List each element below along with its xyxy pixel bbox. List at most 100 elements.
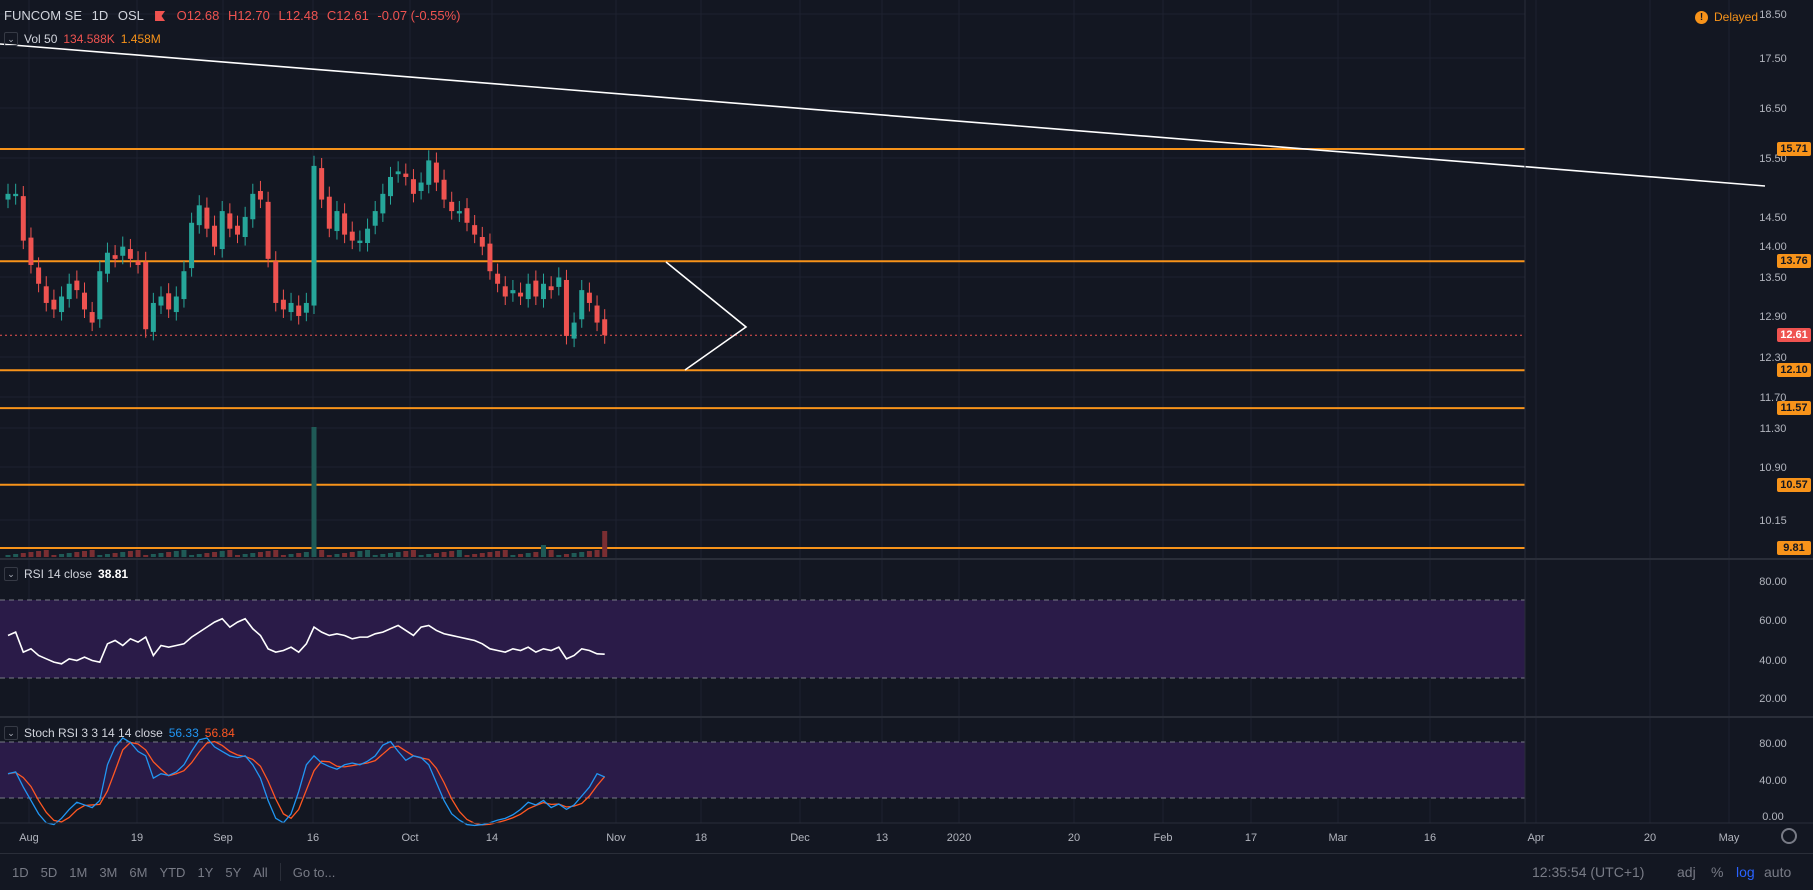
time-tick-label: May xyxy=(1719,832,1740,844)
candle-body xyxy=(280,299,286,310)
adj-toggle[interactable]: adj xyxy=(1677,864,1696,880)
level-label: 10.57 xyxy=(1777,478,1811,492)
volume-value-2: 1.458M xyxy=(120,32,161,46)
volume-bar xyxy=(395,552,401,557)
rsi-tick-label: 40.00 xyxy=(1759,655,1787,667)
range-1m[interactable]: 1M xyxy=(69,864,88,880)
volume-bar xyxy=(189,555,195,557)
chart-settings-icon[interactable] xyxy=(1781,828,1797,844)
volume-bar xyxy=(273,550,279,557)
go-to-button[interactable]: Go to... xyxy=(292,864,336,880)
candle-body xyxy=(510,290,516,294)
volume-bar xyxy=(357,551,363,557)
interval-label: 1D xyxy=(91,8,109,23)
volume-bar xyxy=(349,552,355,557)
candle-body xyxy=(464,208,470,223)
warning-icon: ! xyxy=(1695,10,1708,24)
rsi-legend[interactable]: ⌄ RSI 14 close 38.81 xyxy=(4,567,128,581)
candle-body xyxy=(173,296,179,313)
volume-bar xyxy=(502,550,508,557)
range-1d[interactable]: 1D xyxy=(12,864,29,880)
level-label: 15.71 xyxy=(1777,142,1811,156)
auto-toggle[interactable]: auto xyxy=(1764,864,1792,880)
volume-bar xyxy=(525,553,531,557)
volume-bar xyxy=(472,554,478,557)
volume-bar xyxy=(456,550,462,557)
stoch-d-value: 56.84 xyxy=(204,726,235,740)
volume-legend[interactable]: ⌄ Vol 50 134.588K 1.458M xyxy=(4,32,161,46)
stoch-band xyxy=(0,742,1525,798)
collapse-icon[interactable]: ⌄ xyxy=(4,567,18,581)
time-tick-label: 2020 xyxy=(947,832,971,844)
range-6m[interactable]: 6M xyxy=(129,864,148,880)
candle-body xyxy=(166,293,172,310)
volume-bar xyxy=(518,554,524,557)
time-tick-label: Apr xyxy=(1527,832,1544,844)
ohlc-high: H12.70 xyxy=(227,8,270,23)
ohlc-change: -0.07 (-0.55%) xyxy=(377,8,461,23)
candle-body xyxy=(28,237,34,265)
price-tick-label: 12.90 xyxy=(1759,311,1787,323)
stoch-k-value: 56.33 xyxy=(168,726,199,740)
stoch-legend[interactable]: ⌄ Stoch RSI 3 3 14 14 close 56.33 56.84 xyxy=(4,726,235,740)
range-1y[interactable]: 1Y xyxy=(197,864,214,880)
range-all[interactable]: All xyxy=(253,864,268,880)
rsi-tick-label: 80.00 xyxy=(1759,576,1787,588)
time-tick-label: 16 xyxy=(307,832,319,844)
candle-body xyxy=(418,182,424,192)
volume-bar xyxy=(426,554,432,557)
range-ytd[interactable]: YTD xyxy=(159,864,186,880)
volume-bar xyxy=(541,545,546,557)
volume-bar xyxy=(212,552,218,557)
candle-body xyxy=(89,312,95,323)
stoch-name: Stoch RSI 3 3 14 14 close xyxy=(24,726,163,740)
clock[interactable]: 12:35:54 (UTC+1) xyxy=(1532,864,1645,880)
candle-body xyxy=(357,240,363,244)
time-tick-label: 19 xyxy=(131,832,143,844)
collapse-icon[interactable]: ⌄ xyxy=(4,32,18,46)
collapse-icon[interactable]: ⌄ xyxy=(4,726,18,740)
time-tick-label: 13 xyxy=(876,832,888,844)
stoch-tick-label: 0.00 xyxy=(1762,811,1783,823)
volume-bar xyxy=(571,553,577,557)
volume-bar xyxy=(280,555,286,557)
volume-bar xyxy=(5,555,11,557)
volume-bar xyxy=(449,551,455,557)
volume-bar xyxy=(326,555,332,557)
price-tick-label: 18.50 xyxy=(1759,9,1787,21)
triangle-pattern xyxy=(665,261,748,371)
volume-bar xyxy=(196,554,202,557)
range-5d[interactable]: 5D xyxy=(40,864,58,880)
divider xyxy=(279,863,281,881)
time-tick-label: 14 xyxy=(486,832,498,844)
volume-bar xyxy=(441,552,447,557)
volume-bar xyxy=(242,554,248,557)
volume-bar xyxy=(563,554,569,557)
percent-toggle[interactable]: % xyxy=(1711,864,1724,880)
candle-body xyxy=(541,283,546,300)
candle-body xyxy=(13,193,19,197)
range-3m[interactable]: 3M xyxy=(99,864,118,880)
rsi-value: 38.81 xyxy=(98,567,129,581)
delayed-badge[interactable]: ! Delayed xyxy=(1695,10,1758,24)
volume-bar xyxy=(548,550,554,557)
symbol-legend[interactable]: FUNCOM SE 1D OSL O12.68 H12.70 L12.48 C1… xyxy=(4,8,461,23)
flag-icon[interactable] xyxy=(155,11,166,21)
candle-body xyxy=(127,249,133,259)
candle-body xyxy=(36,267,42,284)
price-chart[interactable]: 18.50 17.50 16.50 15.50 14.50 14.00 13.50 12.90… xyxy=(0,0,1813,853)
candle-body xyxy=(495,273,501,284)
volume-bar xyxy=(418,555,424,557)
symbol-name[interactable]: FUNCOM SE xyxy=(4,8,82,23)
candle-body xyxy=(257,191,263,200)
volume-bar xyxy=(594,550,600,557)
volume-bar xyxy=(120,552,126,557)
candle-body xyxy=(319,168,325,200)
log-toggle[interactable]: log xyxy=(1736,864,1755,880)
rsi-band xyxy=(0,600,1525,678)
time-tick-label: 16 xyxy=(1424,832,1436,844)
volume-bar xyxy=(495,551,501,557)
candle-body xyxy=(143,261,149,330)
range-5y[interactable]: 5Y xyxy=(225,864,242,880)
candle-body xyxy=(380,193,386,214)
